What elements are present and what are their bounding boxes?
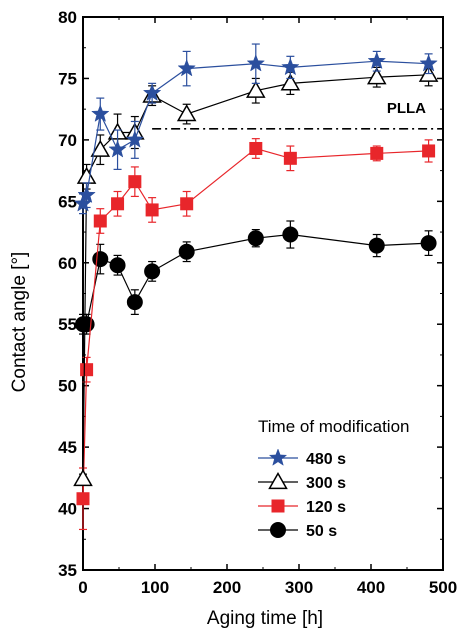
series-line — [82, 147, 429, 499]
marker-star — [125, 130, 145, 148]
y-tick-label: 70 — [58, 131, 77, 150]
marker-square — [422, 144, 436, 158]
marker-circle — [144, 263, 161, 280]
marker-star — [177, 58, 196, 77]
marker-square — [271, 499, 285, 513]
marker-square — [80, 363, 94, 377]
y-tick-label: 75 — [58, 69, 77, 88]
y-tick-label: 50 — [58, 377, 77, 396]
marker-triangle — [90, 139, 111, 157]
marker-circle — [109, 257, 126, 274]
marker-square — [180, 197, 194, 211]
marker-square — [111, 197, 125, 211]
marker-square — [128, 175, 142, 189]
y-tick-label: 55 — [58, 315, 77, 334]
y-tick-label: 60 — [58, 254, 77, 273]
legend-item-120-s: 120 s — [258, 499, 346, 516]
marker-star — [367, 51, 386, 70]
y-tick-label: 45 — [58, 438, 77, 457]
marker-circle — [282, 226, 299, 243]
marker-circle — [178, 243, 195, 260]
marker-star — [268, 448, 288, 466]
legend-item-480-s: 480 s — [258, 448, 346, 468]
marker-triangle — [268, 471, 288, 490]
marker-square — [145, 203, 159, 217]
marker-star — [281, 57, 300, 76]
marker-circle — [368, 237, 385, 254]
y-tick-label: 35 — [58, 561, 77, 580]
x-axis-label: Aging time [h] — [207, 608, 323, 629]
x-tick-label: 200 — [213, 578, 241, 597]
x-tick-label: 0 — [78, 578, 87, 597]
legend-label: 300 s — [306, 475, 346, 492]
legend-item-300-s: 300 s — [258, 471, 346, 492]
y-tick-label: 80 — [58, 8, 77, 27]
legend-label: 50 s — [306, 523, 337, 540]
marker-square — [93, 214, 107, 228]
marker-star — [246, 53, 266, 72]
marker-star — [91, 104, 110, 122]
series-120-s — [76, 138, 436, 531]
x-tick-label: 300 — [285, 578, 313, 597]
marker-star — [108, 140, 127, 158]
legend-label: 480 s — [306, 451, 346, 468]
marker-triangle — [366, 67, 387, 85]
legend-title: Time of modification — [258, 417, 409, 436]
marker-star — [142, 83, 162, 102]
legend-label: 120 s — [306, 499, 346, 516]
x-tick-label: 400 — [357, 578, 385, 597]
marker-square — [76, 492, 90, 506]
marker-square — [370, 146, 384, 160]
series-50-s — [75, 220, 437, 335]
y-tick-label: 40 — [58, 500, 77, 519]
marker-triangle — [76, 166, 97, 184]
marker-star — [419, 53, 438, 72]
x-tick-label: 500 — [429, 578, 457, 597]
marker-triangle — [246, 80, 266, 98]
marker-square — [249, 141, 263, 155]
x-tick-label: 100 — [141, 578, 169, 597]
marker-triangle — [280, 73, 301, 91]
y-axis-label: Contact angle [°] — [9, 252, 30, 393]
marker-circle — [270, 522, 286, 538]
marker-circle — [247, 230, 264, 247]
series-480-s — [73, 43, 438, 215]
y-tick-label: 65 — [58, 192, 77, 211]
plla-label: PLLA — [387, 100, 426, 117]
marker-circle — [420, 235, 437, 252]
marker-square — [283, 151, 297, 165]
marker-circle — [92, 251, 109, 268]
marker-triangle — [176, 104, 197, 122]
marker-triangle — [73, 469, 93, 487]
marker-circle — [126, 294, 143, 311]
marker-star — [77, 185, 96, 204]
legend-item-50-s: 50 s — [258, 522, 337, 540]
